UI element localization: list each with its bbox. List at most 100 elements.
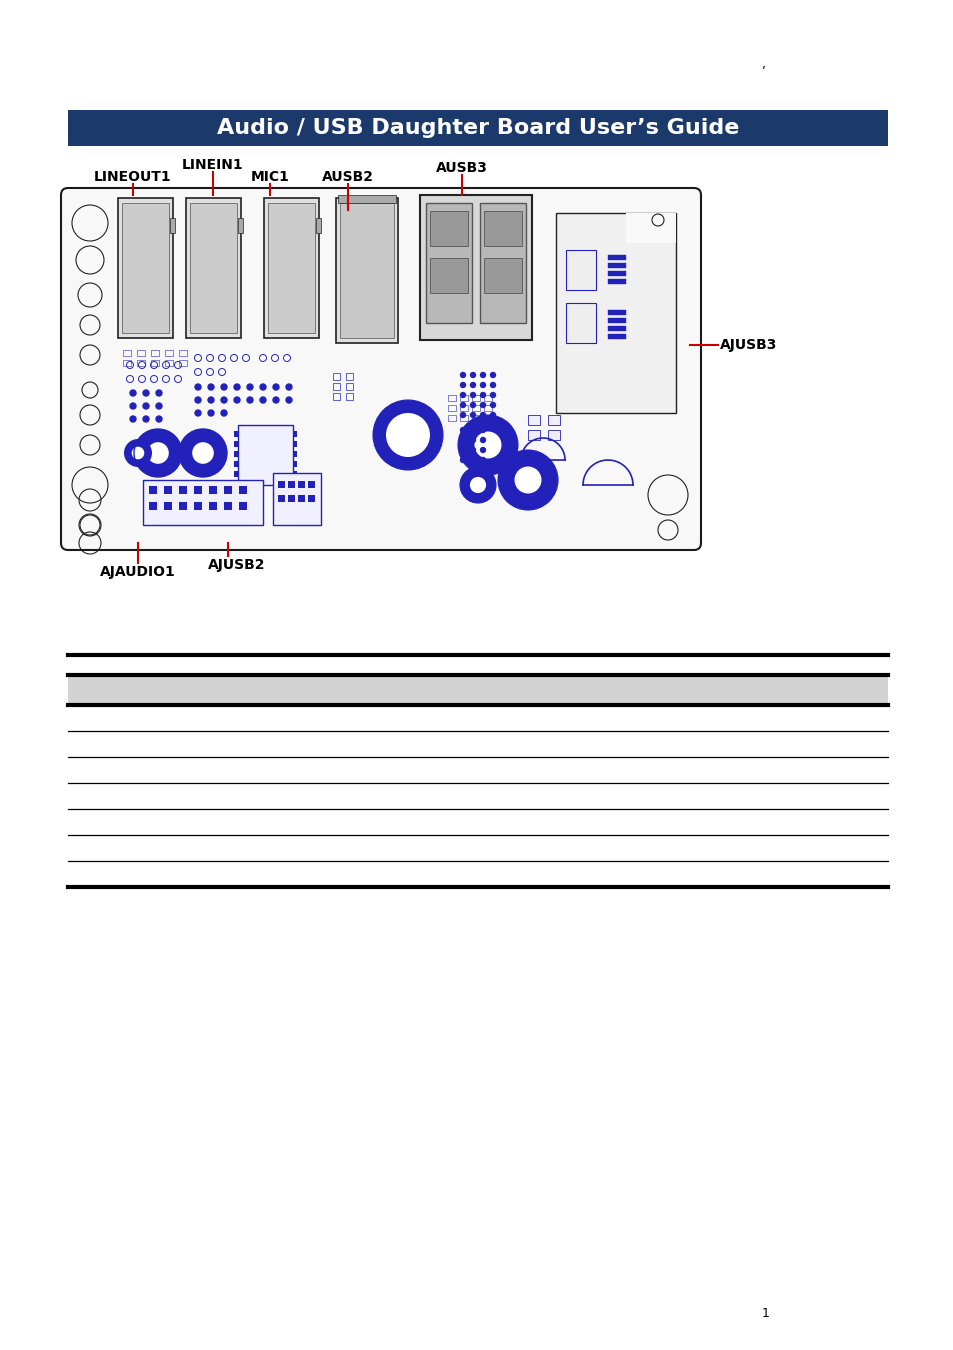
- Bar: [333, 393, 339, 400]
- Bar: [239, 486, 247, 494]
- Circle shape: [273, 397, 278, 404]
- Text: AUSB2: AUSB2: [322, 170, 374, 184]
- Circle shape: [194, 397, 201, 404]
- Bar: [527, 431, 539, 440]
- Bar: [346, 393, 353, 400]
- Bar: [268, 202, 314, 333]
- Text: Audio / USB Daughter Board User’s Guide: Audio / USB Daughter Board User’s Guide: [216, 117, 739, 138]
- Bar: [297, 481, 305, 487]
- Bar: [179, 502, 187, 510]
- Circle shape: [460, 437, 465, 443]
- Circle shape: [470, 413, 475, 417]
- Bar: [165, 360, 172, 366]
- Circle shape: [233, 397, 240, 404]
- Bar: [239, 502, 247, 510]
- Circle shape: [208, 397, 213, 404]
- Bar: [483, 396, 492, 401]
- Bar: [448, 405, 456, 410]
- Bar: [209, 502, 216, 510]
- Circle shape: [480, 437, 485, 443]
- Circle shape: [460, 458, 465, 463]
- Bar: [607, 263, 625, 269]
- Bar: [607, 279, 625, 284]
- Circle shape: [124, 439, 152, 467]
- Bar: [430, 211, 468, 246]
- Circle shape: [221, 383, 227, 390]
- Bar: [118, 198, 172, 338]
- Circle shape: [208, 383, 213, 390]
- Circle shape: [373, 400, 442, 470]
- Circle shape: [460, 393, 465, 397]
- Bar: [224, 502, 232, 510]
- Circle shape: [470, 447, 475, 452]
- Bar: [233, 451, 237, 458]
- Bar: [164, 502, 172, 510]
- Circle shape: [192, 443, 213, 464]
- Bar: [193, 486, 202, 494]
- Text: AJUSB3: AJUSB3: [720, 338, 777, 352]
- Bar: [565, 302, 596, 343]
- Circle shape: [247, 397, 253, 404]
- Bar: [483, 405, 492, 410]
- Bar: [137, 350, 145, 356]
- Circle shape: [490, 382, 495, 387]
- Text: MIC1: MIC1: [251, 170, 289, 184]
- Circle shape: [273, 383, 278, 390]
- Bar: [607, 325, 625, 331]
- Circle shape: [480, 382, 485, 387]
- Bar: [346, 373, 353, 379]
- Bar: [143, 481, 263, 525]
- Bar: [459, 396, 468, 401]
- Bar: [264, 198, 318, 338]
- Text: LINEIN1: LINEIN1: [182, 158, 244, 171]
- Bar: [273, 472, 320, 525]
- Circle shape: [260, 397, 266, 404]
- Circle shape: [156, 390, 162, 396]
- Text: LINEOUT1: LINEOUT1: [94, 170, 172, 184]
- Bar: [170, 217, 174, 234]
- Bar: [165, 350, 172, 356]
- Bar: [68, 675, 887, 705]
- Bar: [233, 431, 237, 437]
- Circle shape: [457, 414, 517, 475]
- Circle shape: [143, 404, 149, 409]
- Circle shape: [460, 413, 465, 417]
- Circle shape: [147, 443, 169, 464]
- Circle shape: [480, 458, 485, 463]
- Circle shape: [470, 373, 475, 378]
- Circle shape: [130, 390, 136, 396]
- Circle shape: [194, 383, 201, 390]
- Circle shape: [460, 447, 465, 452]
- Bar: [335, 198, 397, 343]
- Circle shape: [480, 413, 485, 417]
- Bar: [483, 211, 521, 246]
- Circle shape: [460, 428, 465, 432]
- Text: ,: ,: [761, 58, 765, 72]
- Bar: [346, 383, 353, 390]
- Bar: [333, 373, 339, 379]
- Bar: [293, 431, 296, 437]
- Circle shape: [130, 404, 136, 409]
- Circle shape: [470, 437, 475, 443]
- Bar: [123, 350, 131, 356]
- Bar: [293, 451, 296, 458]
- Circle shape: [156, 404, 162, 409]
- Bar: [233, 441, 237, 447]
- Circle shape: [208, 410, 213, 416]
- Bar: [472, 405, 479, 410]
- Bar: [547, 414, 559, 425]
- Bar: [315, 217, 320, 234]
- Bar: [137, 360, 145, 366]
- Circle shape: [480, 393, 485, 397]
- Bar: [151, 350, 159, 356]
- Circle shape: [179, 429, 227, 477]
- Circle shape: [514, 467, 541, 494]
- Circle shape: [470, 428, 475, 432]
- Circle shape: [194, 410, 201, 416]
- Bar: [186, 198, 241, 338]
- Bar: [448, 414, 456, 421]
- Bar: [68, 109, 887, 146]
- Circle shape: [470, 402, 475, 408]
- Circle shape: [460, 402, 465, 408]
- Circle shape: [221, 397, 227, 404]
